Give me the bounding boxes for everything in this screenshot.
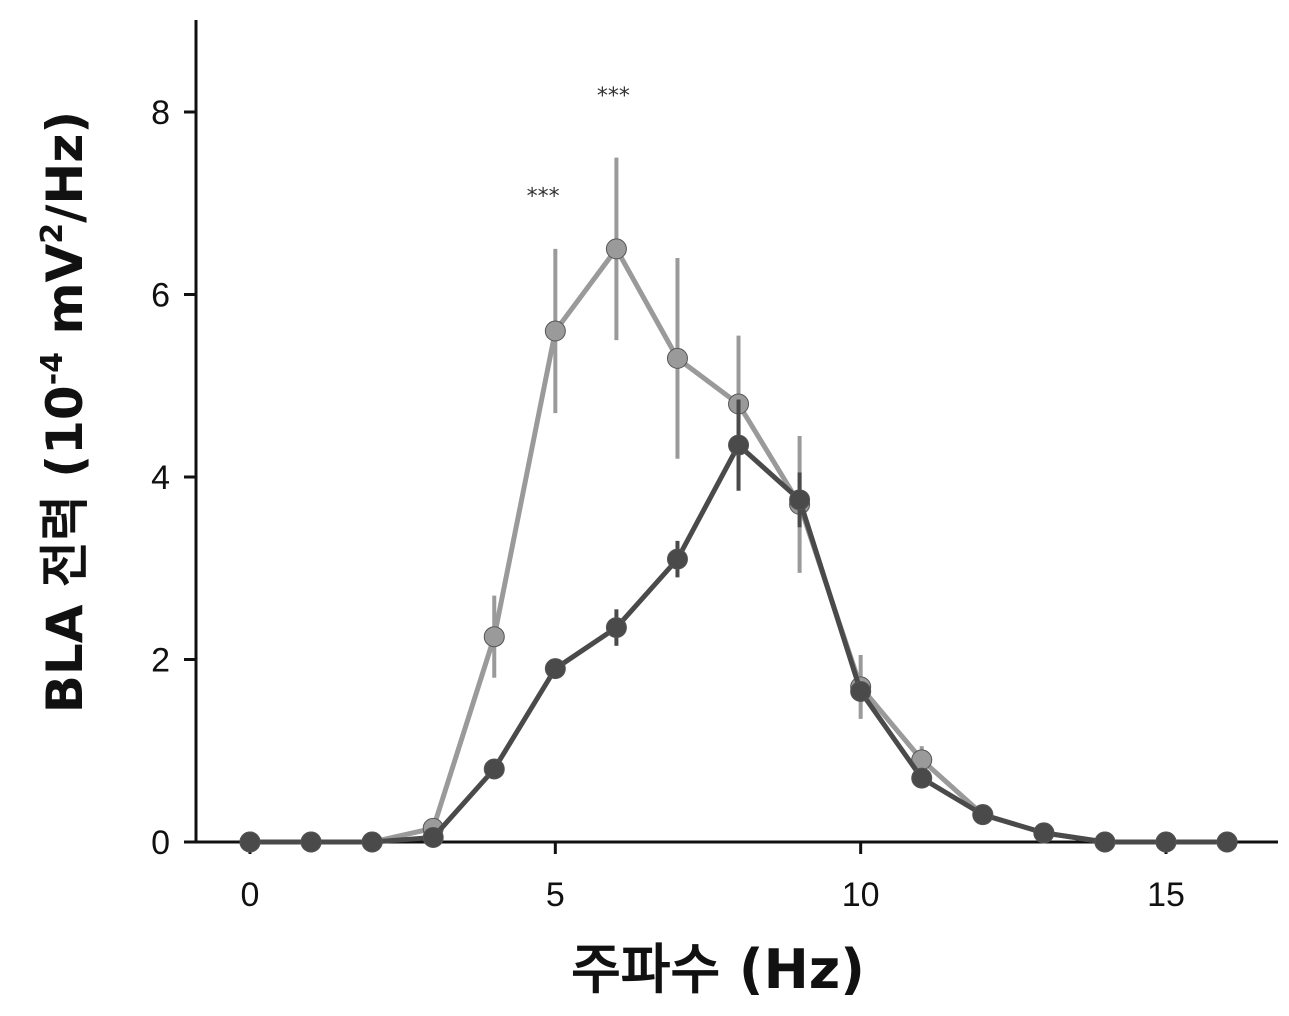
series-layer bbox=[240, 158, 1237, 852]
data-point bbox=[606, 618, 626, 638]
data-point bbox=[667, 348, 687, 368]
series-line bbox=[250, 445, 1227, 842]
significance-marker: *** bbox=[597, 84, 630, 109]
data-point bbox=[484, 759, 504, 779]
data-point bbox=[729, 435, 749, 455]
y-axis-title-main: BLA 전력 (10 bbox=[36, 385, 94, 713]
data-point bbox=[240, 832, 260, 852]
series-1 bbox=[240, 158, 1237, 852]
data-point bbox=[1095, 832, 1115, 852]
data-point bbox=[790, 490, 810, 510]
significance-marker: *** bbox=[527, 184, 560, 209]
data-point bbox=[851, 681, 871, 701]
x-tick-label: 10 bbox=[842, 876, 880, 914]
y-tick-label: 2 bbox=[151, 642, 170, 680]
series-2 bbox=[240, 399, 1237, 852]
y-axis-title-mid: mV bbox=[36, 243, 94, 352]
y-tick-label: 6 bbox=[151, 277, 170, 315]
data-point bbox=[362, 832, 382, 852]
data-point bbox=[484, 627, 504, 647]
y-tick-label: 0 bbox=[151, 824, 170, 862]
data-point bbox=[912, 768, 932, 788]
annotation-layer: *** *** bbox=[527, 84, 630, 209]
data-point bbox=[545, 321, 565, 341]
data-point bbox=[606, 239, 626, 259]
x-tick-label: 0 bbox=[241, 876, 260, 914]
y-axis-title: BLA 전력 (10-4 mV2/Hz) bbox=[35, 111, 94, 713]
y-tick-label: 8 bbox=[151, 94, 170, 132]
y-axis-title-end: /Hz) bbox=[36, 111, 94, 223]
data-point bbox=[301, 832, 321, 852]
x-tick-label: 5 bbox=[546, 876, 565, 914]
data-point bbox=[973, 805, 993, 825]
data-point bbox=[1156, 832, 1176, 852]
axes: 0 2 4 6 8 0 5 10 15 bbox=[151, 20, 1278, 914]
x-tick-label: 15 bbox=[1147, 876, 1185, 914]
y-axis-title-exp1: -4 bbox=[35, 352, 70, 385]
y-axis-title-exp2: 2 bbox=[35, 223, 70, 244]
data-point bbox=[1217, 832, 1237, 852]
data-point bbox=[1034, 823, 1054, 843]
data-point bbox=[667, 549, 687, 569]
y-tick-label: 4 bbox=[151, 459, 170, 497]
x-axis-title: 주파수 (Hz) bbox=[571, 938, 865, 1001]
data-point bbox=[545, 659, 565, 679]
data-point bbox=[423, 827, 443, 847]
